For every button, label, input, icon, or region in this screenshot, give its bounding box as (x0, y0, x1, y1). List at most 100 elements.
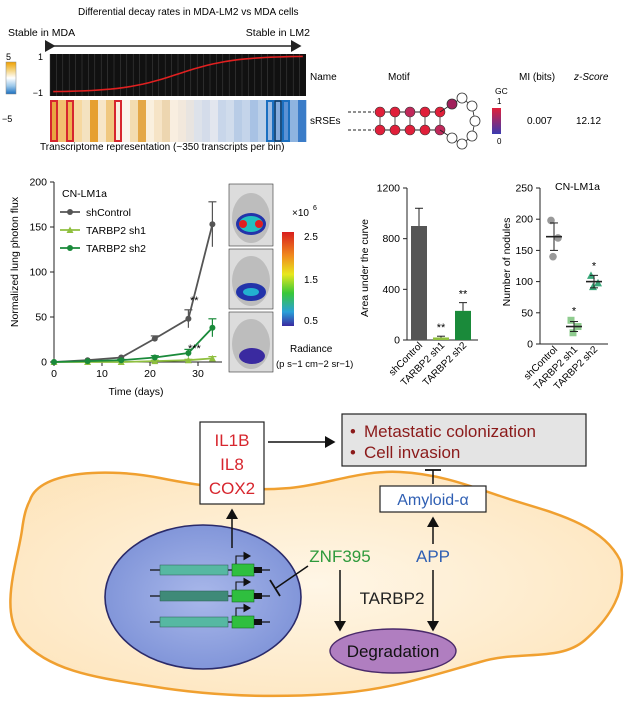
bar (433, 337, 449, 340)
significant-bin-frame (66, 100, 74, 142)
transcription-start-arrow (235, 603, 252, 616)
scale-top-label: 1 (38, 52, 43, 62)
signal-hotspot (239, 220, 247, 228)
motif-nucleotide (404, 124, 416, 136)
heatmap-bin (146, 100, 155, 142)
legend-marker (67, 209, 73, 215)
legend-marker (66, 226, 74, 233)
line-chart-legend: shControl TARBP2 sh1 TARBP2 sh2 (60, 207, 146, 255)
line-point (151, 354, 158, 361)
mouse-images (228, 183, 274, 373)
bar-chart-ytick-label: 1200 (377, 183, 401, 195)
heatmap-bin (258, 100, 267, 142)
line-chart-panel-title: CN-LM1a (62, 188, 107, 200)
line-point (118, 357, 125, 364)
amyloid-box (379, 485, 487, 513)
target-genes (150, 551, 270, 629)
panel-a: Differential decay rates in MDA-LM2 vs M… (2, 7, 609, 153)
cytokine-il1b: IL1B (215, 431, 250, 450)
bar (411, 226, 427, 340)
bar-chart-ytick-label: 0 (394, 335, 400, 347)
line-chart-ytick-label: 200 (29, 177, 47, 189)
dot-significance: * (592, 260, 597, 272)
heatmap-bin (98, 100, 107, 142)
decay-profile-line (53, 55, 303, 93)
degradation-label: Degradation (347, 642, 440, 661)
significant-bin-frame (50, 100, 58, 142)
heatmap-bin (282, 100, 291, 142)
dot-point (549, 252, 557, 261)
line-point (84, 358, 91, 365)
auc-bar-chart: Area under the curve 04008001200shContro… (359, 183, 478, 388)
bar (455, 310, 471, 340)
heatmap-bin (138, 100, 147, 142)
signal-hotspot (255, 220, 263, 228)
stable-mda-label: Stable in MDA (8, 27, 75, 39)
colorbar-bottom-label: −5 (2, 114, 12, 124)
line-chart-ytick-label: 0 (41, 357, 47, 369)
dot-chart-ytick-label: 150 (515, 245, 533, 257)
line-sig-sh2: ** (190, 295, 199, 307)
nodules-dot-chart: Number of nodules CN-LM1a 0 50 100 150 200 25… (501, 181, 608, 392)
outcome-metastatic: Metastatic colonization (364, 422, 536, 441)
scale-bottom-label: −1 (33, 88, 43, 98)
gene-end (254, 619, 262, 625)
legend-label: TARBP2 sh1 (86, 225, 146, 237)
heatmap-bin (162, 100, 171, 142)
dot-chart-ytick-label: 250 (515, 183, 533, 195)
dot-chart-panel-title: CN-LM1a (555, 181, 600, 193)
signal-region (239, 348, 265, 364)
photon-flux-line-chart: Normalized lung photon flux Time (days) … (9, 177, 222, 398)
heatmap-bin (298, 100, 307, 142)
line-sig-sh1: *** (188, 343, 202, 355)
legend-marker (67, 245, 73, 251)
motif-nucleotide (389, 106, 401, 118)
motif-nucleotide (389, 124, 401, 136)
dot-chart-ylabel: Number of nodules (501, 218, 513, 307)
bar-chart-ytick-label: 800 (382, 233, 400, 245)
sRSE-enrichment-heatmap (50, 100, 307, 142)
line-point (209, 221, 216, 228)
znf-inhibition-bar (269, 579, 281, 597)
radiance-tick-2-5: 2.5 (304, 232, 318, 243)
heatmap-bin (210, 100, 219, 142)
line-chart-ytick-label: 150 (29, 222, 47, 234)
gc-top-label: 1 (497, 97, 502, 106)
line-series-2 (53, 327, 214, 363)
motif-loop-nucleotide (446, 132, 458, 144)
bar-significance: ** (437, 322, 446, 334)
znf395-label: ZNF395 (309, 547, 370, 566)
signal-region (239, 216, 263, 232)
heatmap-bin (50, 100, 59, 142)
row-name-srses: sRSEs (310, 116, 341, 127)
model-diagram: IL1B IL8 COX2 • Metastatic colonization … (9, 413, 624, 698)
outcome-bullet: • (350, 423, 356, 441)
dot-chart-ytick-label: 0 (527, 339, 533, 351)
gene-coding-region (231, 589, 255, 603)
line-chart-ylabel: Normalized lung photon flux (9, 196, 21, 327)
gc-colorbar (492, 108, 501, 134)
line-chart-xtick-label: 20 (144, 368, 156, 380)
line-point (184, 356, 192, 364)
gc-label: GC (495, 86, 508, 96)
dot-chart-ytick-label: 100 (515, 276, 533, 288)
radiance-tick-1-5: 1.5 (304, 275, 318, 286)
heatmap-bin (122, 100, 131, 142)
radiance-scale: ×10 6 2.5 1.5 0.5 Radiance (p s−1 cm−2 s… (276, 205, 353, 370)
app-label: APP (416, 547, 450, 566)
heatmap-bin (154, 100, 163, 142)
line-chart-xtick-label: 0 (51, 368, 57, 380)
bar-chart-ytick-label: 400 (382, 284, 400, 296)
cytokine-cox2: COX2 (209, 479, 255, 498)
line-point (51, 359, 57, 365)
heatmap-bin (250, 100, 259, 142)
motif-loop-nucleotide (469, 115, 481, 127)
header-motif: Motif (388, 72, 410, 83)
gene-promoter (159, 564, 229, 576)
heatmap-bin (90, 100, 99, 142)
header-zscore: z-Score (573, 72, 609, 83)
transcription-start-arrow (235, 577, 252, 590)
significant-bin-frame (266, 100, 274, 142)
znf-inhibition-line (275, 565, 309, 589)
